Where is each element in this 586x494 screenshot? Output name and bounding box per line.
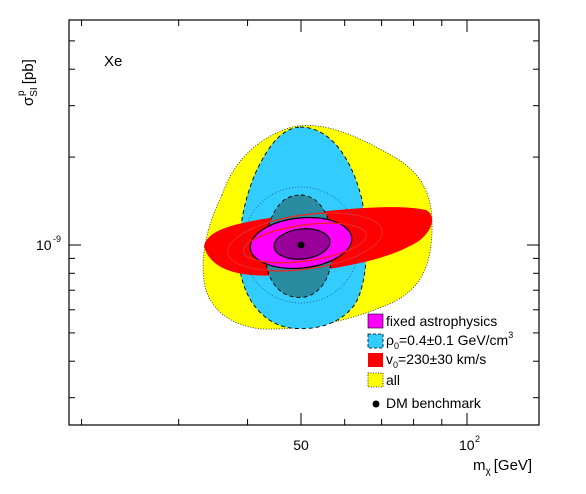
y-label-sub: SI: [29, 87, 40, 96]
x-label-sub: χ: [486, 466, 492, 477]
legend-label-bench: DM benchmark: [386, 395, 482, 411]
legend-label-v0: v0=230±30 km/s: [386, 351, 486, 370]
legend-rho-sup: 3: [508, 330, 513, 340]
x-label-main: m: [473, 457, 486, 474]
legend-v0-sym: v: [386, 351, 393, 367]
y-axis-label: σSI [pb] p: [16, 59, 40, 106]
legend-rho-text: =0.4±0.1 GeV/cm: [399, 332, 508, 348]
y-label-sup: p: [16, 90, 27, 96]
contour-layer: [202, 124, 433, 330]
benchmark-point: [297, 241, 305, 249]
legend: fixed astrophysics ρ0=0.4±0.1 GeV/cm3 v0…: [367, 313, 513, 411]
legend-label-fixed: fixed astrophysics: [386, 313, 497, 329]
x-tick-label: 10: [459, 437, 475, 453]
y-tick-label: 10: [36, 237, 52, 253]
legend-v0-sub: 0: [393, 360, 398, 370]
x-axis-label: mχ [GeV]: [473, 457, 532, 477]
plot-frame: [68, 19, 540, 426]
y-label-unit: [pb]: [20, 59, 37, 84]
axes: [68, 19, 540, 426]
x-label-unit: [GeV]: [494, 457, 532, 474]
x-tick-label: 50: [293, 437, 309, 453]
legend-swatch-rho: [367, 333, 384, 349]
contour-fixed-outer-outline: [249, 216, 353, 270]
legend-swatch-v0: [368, 353, 383, 367]
ticks: 10 -950 10 2: [36, 20, 539, 453]
contour-fixed-inner-outline: [273, 228, 331, 260]
y-tick-label-exp: -9: [53, 234, 61, 244]
svg-text:mχ[GeV]: mχ [GeV]: [473, 457, 532, 477]
panel-label: Xe: [104, 53, 122, 70]
legend-swatch-all: [367, 372, 384, 388]
legend-marker-bench: [372, 400, 380, 408]
svg-text:σSI[pb]: σSI [pb]: [20, 59, 40, 106]
legend-label-all: all: [386, 372, 400, 388]
legend-v0-text: =230±30 km/s: [398, 351, 486, 367]
legend-rho-sub: 0: [394, 341, 399, 351]
contour-v0-line-inner: [242, 222, 368, 264]
legend-rho-sym: ρ: [386, 332, 394, 348]
y-label-main: σ: [20, 96, 37, 106]
contour-v0-line-outer: [227, 212, 383, 272]
x-tick-label-exp: 2: [475, 434, 480, 444]
legend-swatch-fixed: [367, 313, 384, 329]
legend-label-rho: ρ0=0.4±0.1 GeV/cm3: [386, 330, 513, 351]
